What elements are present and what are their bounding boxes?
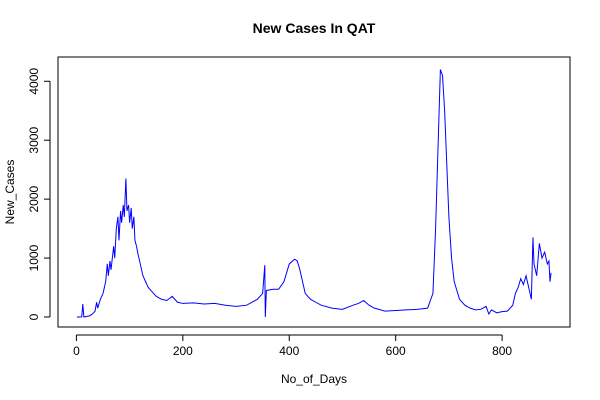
y-tick-label: 4000 [27,68,41,95]
x-tick-label: 600 [386,344,406,358]
y-tick-label: 1000 [27,244,41,271]
y-tick-label: 0 [27,313,41,320]
y-tick-label: 3000 [27,127,41,154]
data-line [76,69,552,318]
plot-frame [57,56,571,328]
x-tick-label: 800 [492,344,512,358]
x-tick-label: 200 [173,344,193,358]
y-tick-label: 2000 [27,185,41,212]
chart-title: New Cases In QAT [253,20,376,36]
y-axis-label: New_Cases [3,160,17,225]
x-tick-label: 400 [279,344,299,358]
x-axis-label: No_of_Days [281,372,347,386]
x-tick-label: 0 [73,344,80,358]
